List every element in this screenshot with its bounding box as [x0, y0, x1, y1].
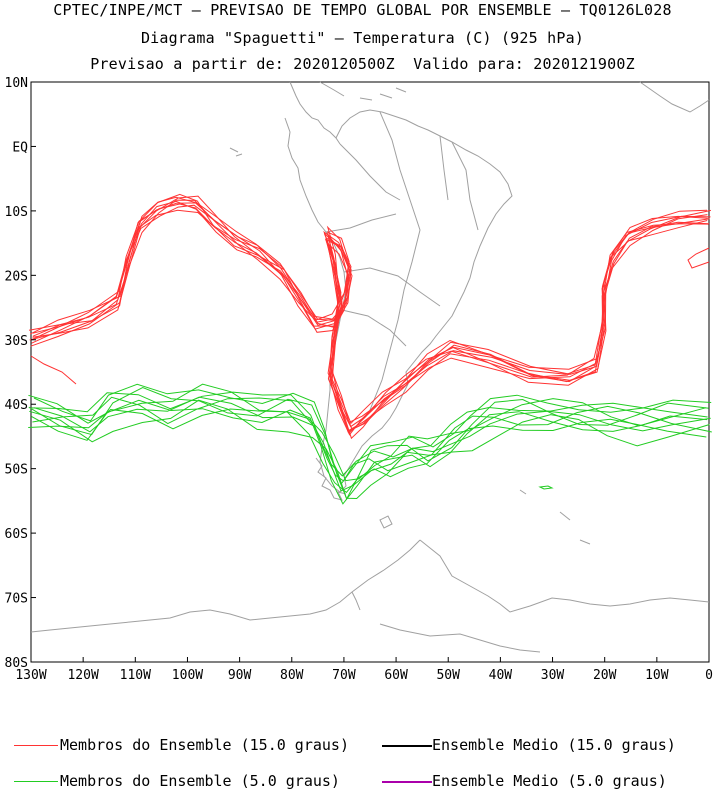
lat-tick-label: 70S [5, 592, 28, 607]
ensemble-member-5-line [33, 383, 712, 485]
lon-tick-label: 60W [384, 668, 408, 683]
lon-tick-label: 10W [645, 668, 669, 683]
lat-tick-label: 10N [5, 76, 28, 91]
legend-swatch-members-5 [14, 781, 58, 782]
lat-tick-label: 40S [5, 398, 28, 413]
lat-tick-label: 10S [5, 205, 28, 220]
lon-tick-label: 50W [436, 668, 460, 683]
lon-tick-label: 110W [120, 668, 151, 683]
ensemble-members-15-lines [28, 193, 712, 440]
lon-tick-label: 30W [541, 668, 565, 683]
coastlines [30, 81, 710, 653]
legend-swatch-mean-5 [382, 781, 432, 783]
title-line-1: CPTEC/INPE/MCT – PREVISAO DE TEMPO GLOBA… [53, 1, 672, 19]
title-line-2: Diagrama "Spaguetti" – Temperatura (C) (… [140, 29, 585, 47]
legend-label-members-15: Membros do Ensemble (15.0 graus) [60, 736, 349, 754]
ensemble-members-5-lines [28, 383, 712, 505]
ensemble-member-15-line [687, 247, 710, 269]
legend-swatch-mean-15 [382, 745, 432, 747]
lat-tick-label: EQ [12, 140, 28, 155]
lon-tick-label: 100W [172, 668, 203, 683]
ensemble-member-5-line [29, 399, 710, 500]
ensemble-member-15-line [30, 209, 710, 432]
ensemble-member-5-line [30, 399, 708, 505]
ensemble-member-5-line [538, 485, 554, 490]
ensemble-member-5-line [28, 386, 709, 500]
lon-tick-label: 80W [280, 668, 304, 683]
legend-label-mean-15: Ensemble Medio (15.0 graus) [432, 736, 676, 754]
lon-tick-label: 20W [593, 668, 617, 683]
map-frame [30, 81, 710, 663]
ensemble-member-5-line [28, 383, 707, 482]
lat-tick-label: 60S [5, 527, 28, 542]
lon-tick-label: 0 [705, 668, 713, 683]
ensemble-member-15-line [30, 355, 77, 385]
ensemble-member-5-line [32, 396, 712, 482]
latitude-axis: 10N EQ 10S 20S 30S 40S 50S 60S 70S 80S [5, 76, 36, 671]
lon-tick-label: 90W [228, 668, 252, 683]
lat-tick-label: 50S [5, 463, 28, 478]
ensemble-member-5-line [33, 396, 711, 492]
ensemble-member-5-line [28, 408, 707, 494]
lat-tick-label: 30S [5, 334, 28, 349]
lon-tick-label: 40W [489, 668, 513, 683]
title-line-3: Previsao a partir de: 2020120500Z Valido… [90, 55, 635, 73]
legend-swatch-members-15 [14, 745, 58, 746]
longitude-axis: 130W 120W 110W 100W 90W 80W 70W 60W 50W 40W 30W 20W… [15, 657, 713, 683]
ensemble-member-5-line [31, 391, 708, 477]
legend-label-members-5: Membros do Ensemble (5.0 graus) [60, 772, 340, 790]
ensemble-member-15-line [29, 195, 710, 433]
lon-tick-label: 120W [67, 668, 98, 683]
lon-tick-label: 130W [15, 668, 46, 683]
lat-tick-label: 80S [5, 656, 28, 671]
lon-tick-label: 70W [332, 668, 356, 683]
lat-tick-label: 20S [5, 269, 28, 284]
ensemble-member-15-line [28, 193, 712, 435]
legend-label-mean-5: Ensemble Medio (5.0 graus) [432, 772, 667, 790]
